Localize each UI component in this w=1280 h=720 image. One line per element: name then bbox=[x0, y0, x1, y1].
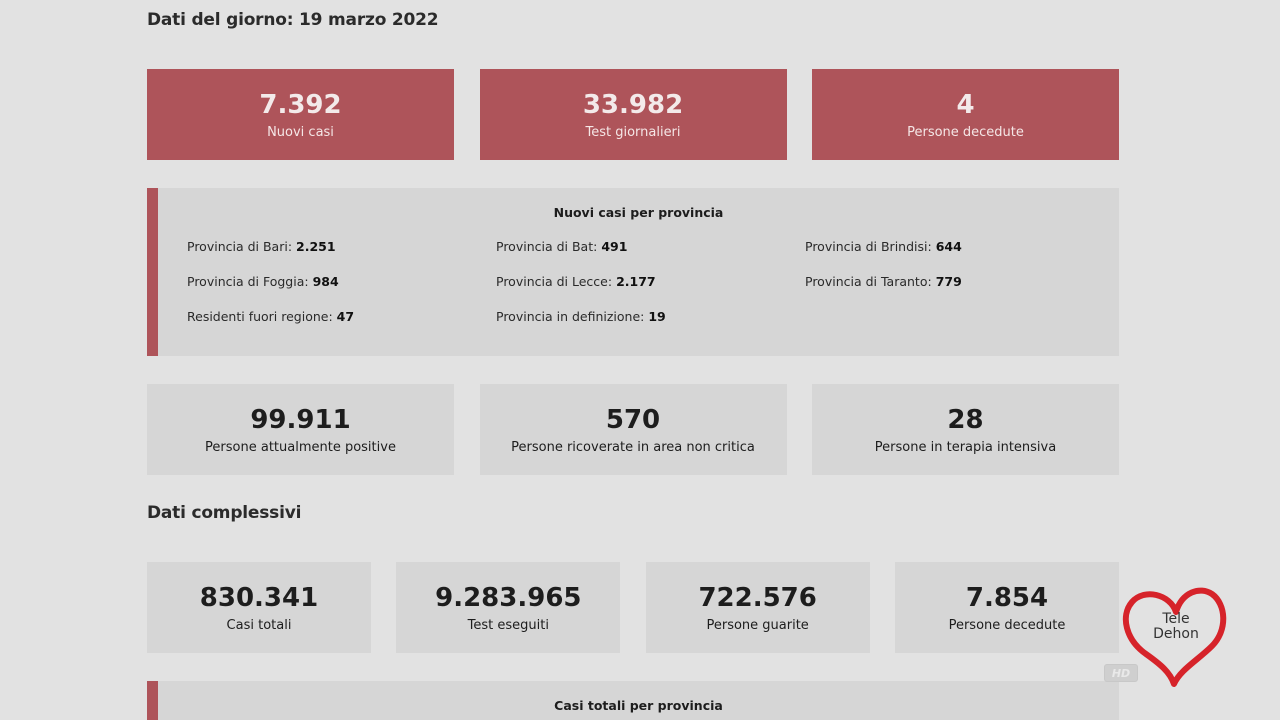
hd-badge: HD bbox=[1104, 664, 1138, 682]
total-tests-card: 9.283.965 Test eseguiti bbox=[396, 562, 621, 653]
active-positive-card: 99.911 Persone attualmente positive bbox=[147, 384, 454, 475]
daily-status-cards: 99.911 Persone attualmente positive 570 … bbox=[147, 384, 1119, 475]
total-cases-by-province-title: Casi totali per provincia bbox=[554, 698, 723, 713]
province-item-taranto: Provincia di Taranto: 779 bbox=[805, 274, 962, 289]
total-tests-value: 9.283.965 bbox=[435, 582, 582, 613]
total-cases-card: 830.341 Casi totali bbox=[147, 562, 371, 653]
total-cases-value: 830.341 bbox=[199, 582, 319, 613]
new-cases-value: 7.392 bbox=[259, 89, 342, 120]
province-item-in-definizione: Provincia in definizione: 19 bbox=[496, 309, 666, 324]
daily-tests-card: 33.982 Test giornalieri bbox=[479, 69, 787, 160]
intensive-care-label: Persone in terapia intensiva bbox=[874, 439, 1057, 455]
daily-top-cards: 7.392 Nuovi casi 33.982 Test giornalieri… bbox=[147, 69, 1119, 160]
daily-deaths-label: Persone decedute bbox=[907, 124, 1024, 140]
province-item-fuori-regione: Residenti fuori regione: 47 bbox=[187, 309, 355, 324]
new-cases-label: Nuovi casi bbox=[267, 124, 334, 140]
province-item-lecce: Provincia di Lecce: 2.177 bbox=[496, 274, 656, 289]
total-recovered-label: Persone guarite bbox=[706, 617, 809, 633]
daily-section-title: Dati del giorno: 19 marzo 2022 bbox=[147, 10, 439, 30]
intensive-care-value: 28 bbox=[947, 404, 984, 435]
daily-deaths-card: 4 Persone decedute bbox=[812, 69, 1119, 160]
heart-logo-icon: Tele Dehon bbox=[1122, 587, 1227, 687]
total-tests-label: Test eseguiti bbox=[467, 617, 549, 633]
hospitalized-label: Persone ricoverate in area non critica bbox=[511, 439, 755, 455]
daily-tests-value: 33.982 bbox=[582, 89, 684, 120]
totals-cards: 830.341 Casi totali 9.283.965 Test esegu… bbox=[147, 562, 1119, 653]
active-positive-value: 99.911 bbox=[250, 404, 351, 435]
daily-tests-label: Test giornalieri bbox=[585, 124, 681, 140]
daily-deaths-value: 4 bbox=[956, 89, 975, 120]
new-cases-by-province-title: Nuovi casi per provincia bbox=[553, 205, 724, 220]
hospitalized-value: 570 bbox=[605, 404, 661, 435]
total-recovered-card: 722.576 Persone guarite bbox=[645, 562, 870, 653]
province-item-foggia: Provincia di Foggia: 984 bbox=[187, 274, 339, 289]
province-item-brindisi: Provincia di Brindisi: 644 bbox=[805, 239, 962, 254]
intensive-care-card: 28 Persone in terapia intensiva bbox=[812, 384, 1119, 475]
new-cases-by-province-box: Nuovi casi per provincia Provincia di Ba… bbox=[147, 188, 1119, 356]
total-deaths-value: 7.854 bbox=[965, 582, 1049, 613]
total-deaths-card: 7.854 Persone decedute bbox=[894, 562, 1119, 653]
hospitalized-card: 570 Persone ricoverate in area non criti… bbox=[479, 384, 787, 475]
new-cases-card: 7.392 Nuovi casi bbox=[147, 69, 454, 160]
teledehon-logo: Tele Dehon bbox=[1122, 584, 1230, 688]
active-positive-label: Persone attualmente positive bbox=[205, 439, 396, 455]
total-cases-label: Casi totali bbox=[226, 617, 292, 633]
logo-text-tele: Tele bbox=[1161, 611, 1189, 627]
total-cases-by-province-box: Casi totali per provincia bbox=[147, 681, 1119, 720]
total-deaths-label: Persone decedute bbox=[948, 617, 1066, 633]
province-item-bat: Provincia di Bat: 491 bbox=[496, 239, 628, 254]
totals-section-title: Dati complessivi bbox=[147, 503, 302, 523]
total-recovered-value: 722.576 bbox=[698, 582, 817, 613]
province-item-bari: Provincia di Bari: 2.251 bbox=[187, 239, 336, 254]
logo-text-dehon: Dehon bbox=[1153, 626, 1199, 642]
